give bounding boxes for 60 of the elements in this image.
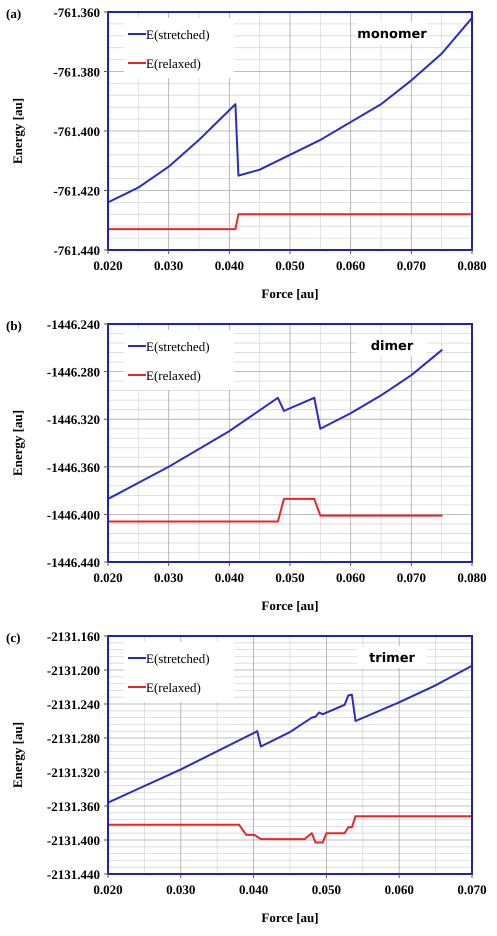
annotation: monomer (357, 27, 428, 42)
x-tick-label: 0.050 (275, 258, 305, 273)
y-tick-label: -761.360 (53, 5, 100, 20)
y-tick-label: -1446.280 (46, 364, 100, 380)
x-tick-label: 0.040 (238, 882, 268, 897)
y-tick-label: -761.420 (53, 184, 100, 198)
x-tick-label: 0.040 (214, 258, 244, 273)
x-tick-label: 0.030 (154, 258, 184, 273)
legend-label: E(relaxed) (146, 56, 201, 71)
x-tick-label: 0.030 (154, 570, 184, 585)
y-tick-label: -761.440 (53, 243, 100, 258)
y-tick-label: -2131.320 (46, 765, 100, 780)
y-tick-label: -761.400 (53, 124, 100, 139)
y-tick-label: -2131.160 (46, 629, 100, 644)
x-axis-title: Force [au] (261, 598, 319, 613)
x-tick-label: 0.050 (312, 882, 342, 897)
y-tick-label: -2131.400 (46, 833, 100, 848)
line-series (107, 16, 473, 204)
legend-label: E(stretched) (146, 339, 210, 354)
chart-title: (c) (6, 630, 20, 645)
y-tick-label: -761.380 (53, 64, 100, 80)
annotation: trimer (369, 651, 416, 666)
y-tick-label: -1446.360 (46, 460, 100, 475)
y-tick-label: -1446.320 (46, 412, 100, 428)
x-tick-label: 0.080 (457, 258, 487, 273)
x-tick-label: 0.070 (457, 882, 487, 897)
y-tick-label: -1446.400 (46, 507, 100, 522)
x-tick-label: 0.020 (93, 570, 123, 585)
x-tick-label: 0.030 (166, 882, 196, 897)
y-axis-title: Energy [au] (10, 98, 25, 164)
y-axis-title: Energy [au] (10, 722, 25, 788)
line-series (107, 815, 473, 844)
chart-title: (a) (6, 6, 22, 21)
y-tick-label: -2131.360 (46, 799, 100, 814)
x-tick-label: 0.060 (336, 258, 366, 273)
y-tick-label: -2131.200 (46, 663, 100, 678)
x-tick-label: 0.080 (457, 570, 487, 585)
legend-label: E(stretched) (146, 27, 210, 42)
y-tick-label: -2131.280 (46, 731, 100, 746)
legend-label: E(stretched) (146, 651, 210, 666)
x-tick-label: 0.060 (384, 882, 414, 897)
y-axis-title: Energy [au] (10, 410, 25, 476)
x-tick-label: 0.020 (93, 258, 123, 273)
annotation: dimer (370, 339, 414, 354)
x-tick-label: 0.070 (396, 258, 426, 273)
line-series (107, 664, 473, 804)
x-tick-label: 0.060 (336, 570, 366, 585)
y-tick-label: -1446.440 (46, 555, 100, 570)
x-tick-label: 0.020 (93, 882, 123, 897)
y-tick-label: -1446.240 (46, 317, 100, 332)
y-tick-label: -2131.240 (46, 697, 100, 712)
legend-label: E(relaxed) (146, 368, 201, 383)
y-tick-label: -2131.440 (46, 867, 100, 882)
chart-title: (b) (6, 318, 22, 333)
x-axis-title: Force [au] (261, 910, 319, 925)
x-tick-label: 0.040 (214, 570, 244, 585)
x-tick-label: 0.070 (396, 570, 426, 585)
x-tick-label: 0.050 (275, 570, 305, 585)
x-axis-title: Force [au] (261, 286, 319, 301)
legend-label: E(relaxed) (146, 680, 201, 695)
